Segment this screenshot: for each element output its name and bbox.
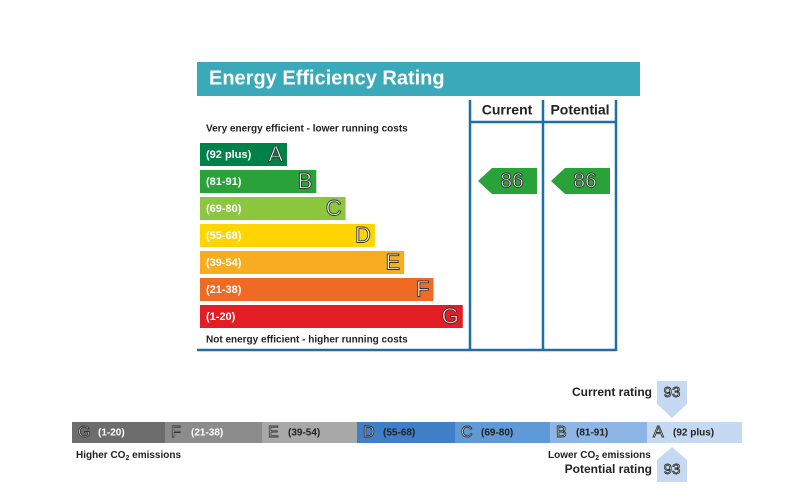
band <box>200 278 434 301</box>
potential-value: 86 <box>573 170 596 193</box>
potential-arrow <box>551 168 610 194</box>
band-letter: C <box>326 195 342 220</box>
current-rating-value: 93 <box>664 384 681 401</box>
band-letter: G <box>442 303 459 328</box>
potential-rating-value: 93 <box>664 461 681 478</box>
band <box>200 224 375 247</box>
text: Higher CO <box>76 450 126 461</box>
bottom-note: Not energy efficient - higher running co… <box>206 335 408 346</box>
text: emissions <box>129 450 181 461</box>
higher-co2: Higher CO2 emissions <box>76 450 181 462</box>
co2-band <box>647 422 742 443</box>
co2-letter: D <box>363 424 375 441</box>
co2-range: (55-68) <box>383 428 415 439</box>
band-range: (92 plus) <box>206 149 252 161</box>
top-note: Very energy efficient - lower running co… <box>206 124 408 135</box>
lower-co2: Lower CO2 emissions <box>548 450 651 462</box>
current-rating-marker <box>657 381 687 418</box>
co2-bar: G (1-20) F (21-38) E (39-54) D (55-68) C (69-80) B… <box>72 422 742 443</box>
co2-band <box>550 422 647 443</box>
band-letter: B <box>298 168 313 193</box>
frame <box>197 100 618 352</box>
band-range: (21-38) <box>206 284 242 296</box>
co2-band <box>357 422 455 443</box>
band <box>200 305 463 328</box>
band-range: (1-20) <box>206 311 236 323</box>
co2-band <box>262 422 357 443</box>
co2-band <box>455 422 550 443</box>
co2-letter: B <box>556 424 567 441</box>
column-header: Current <box>482 102 533 118</box>
current-value: 86 <box>500 170 523 193</box>
bands: (92 plus) A (81-91) B (69-80) C (55-68) D (39-54… <box>200 141 463 329</box>
band <box>200 251 405 274</box>
band <box>200 170 317 193</box>
co2-range: (92 plus) <box>673 428 714 439</box>
co2-letter: G <box>78 424 90 441</box>
co2-range: (1-20) <box>98 428 125 439</box>
co2-letter: E <box>268 424 279 441</box>
current-rating-label: Current rating <box>572 385 652 399</box>
band-letter: E <box>386 249 401 274</box>
title-bar <box>197 62 640 96</box>
band-letter: D <box>355 222 371 247</box>
band <box>200 197 346 220</box>
band <box>200 143 287 166</box>
band-range: (55-68) <box>206 230 242 242</box>
band-range: (69-80) <box>206 203 242 215</box>
co2-letter: A <box>653 424 664 441</box>
co2-range: (21-38) <box>191 428 223 439</box>
text: emissions <box>599 450 651 461</box>
co2-range: (69-80) <box>481 428 513 439</box>
co2-band <box>72 422 165 443</box>
potential-rating-label: Potential rating <box>565 462 652 476</box>
current-arrow <box>478 168 537 194</box>
subscript: 2 <box>595 455 599 462</box>
title: Energy Efficiency Rating <box>209 67 445 89</box>
column-header: Potential <box>550 102 609 118</box>
co2-letter: F <box>171 424 181 441</box>
band-range: (81-91) <box>206 176 242 188</box>
potential-rating-marker <box>657 447 687 482</box>
co2-band <box>165 422 262 443</box>
band-range: (39-54) <box>206 257 242 269</box>
co2-range: (39-54) <box>288 428 320 439</box>
band-letter: A <box>268 141 283 166</box>
text: Lower CO <box>548 450 595 461</box>
band-letter: F <box>416 276 429 301</box>
subscript: 2 <box>125 455 129 462</box>
co2-range: (81-91) <box>576 428 608 439</box>
co2-letter: C <box>461 424 473 441</box>
